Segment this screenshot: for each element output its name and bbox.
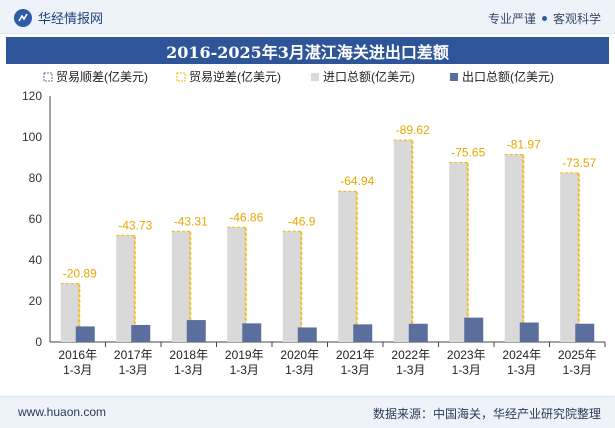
import-bar [60,283,80,342]
import-bar [560,172,580,342]
y-tick-label: 40 [29,253,43,267]
deficit-outline [393,139,414,342]
x-tick-label-period: 1-3月 [119,363,148,377]
deficit-outline [227,226,247,342]
import-bar [504,154,524,342]
chart-title: 2016-2025年3月湛江海关进出口差额 [166,42,449,62]
y-tick-label: 120 [22,89,42,103]
deficit-data-label: -46.86 [229,210,263,224]
x-tick-label-year: 2025年 [558,348,597,362]
x-tick-label-period: 1-3月 [452,363,481,377]
slogan-left: 专业严谨 [487,12,536,26]
x-tick-label-period: 1-3月 [230,363,259,377]
x-tick-label-period: 1-3月 [341,363,370,377]
x-tick-label-year: 2021年 [336,348,375,362]
legend-swatch-deficit [176,72,186,82]
legend-label-deficit: 贸易逆差(亿美元) [189,69,281,84]
deficit-outline [338,190,358,342]
export-bar [464,317,484,342]
export-bar [408,323,428,342]
header-bar: 华经情报网 专业严谨 客观科学 [0,0,615,34]
deficit-outline [449,162,469,342]
import-bar [449,162,469,342]
y-tick-label: 100 [22,130,42,144]
deficit-data-label: -73.57 [562,156,596,170]
x-tick-label-period: 1-3月 [396,363,425,377]
y-tick-label: 20 [29,294,43,308]
slogan-right: 客观科学 [552,12,601,26]
slogan-dot-icon [541,16,547,21]
footer-website[interactable]: www.huaon.com [18,405,107,419]
deficit-outline [116,234,136,342]
import-bar [338,191,358,342]
export-bar [242,323,262,342]
legend-label-export: 出口总额(亿美元) [462,69,554,84]
footer-source: 数据来源：中国海关，华经产业研究院整理 [372,407,601,421]
deficit-outline [560,172,580,342]
deficit-data-label: -64.94 [340,174,374,188]
x-tick-label-year: 2018年 [169,348,208,362]
x-tick-label-period: 1-3月 [507,363,536,377]
deficit-data-label: -43.73 [118,218,152,232]
legend-swatch-export [450,73,458,81]
import-bar [171,231,191,342]
y-tick-label: 60 [29,212,43,226]
x-tick-label-period: 1-3月 [63,363,92,377]
footer-bar: www.huaon.com 数据来源：中国海关，华经产业研究院整理 [0,396,615,428]
brand[interactable]: 华经情报网 [14,8,103,27]
export-bar [353,324,373,342]
import-bar [282,231,302,342]
export-bar [575,323,595,342]
logo-icon [14,8,32,27]
deficit-outline [171,230,192,342]
legend-label-import: 进口总额(亿美元) [323,69,415,84]
x-tick-label-year: 2019年 [225,348,264,362]
y-tick-label: 0 [35,335,42,349]
import-bar [227,227,247,342]
x-tick-label-year: 2017年 [114,348,153,362]
deficit-data-label: -43.31 [174,214,208,228]
title-bar: 2016-2025年3月湛江海关进出口差额 [6,37,609,64]
deficit-data-label: -89.62 [396,123,430,137]
export-bar [297,327,317,342]
deficit-outline [282,230,303,342]
deficit-data-label: -81.97 [507,137,541,151]
trade-balance-chart: 020406080100120-20.892016年1-3月-43.732017… [22,69,606,377]
x-tick-label-year: 2023年 [447,348,486,362]
deficit-data-label: -20.89 [63,267,97,281]
deficit-outline [60,283,81,342]
export-bar [186,320,206,342]
x-tick-label-period: 1-3月 [285,363,314,377]
import-bar [393,140,413,342]
slogan: 专业严谨 客观科学 [488,10,601,27]
deficit-outline [504,153,525,342]
x-tick-label-period: 1-3月 [174,363,203,377]
x-tick-label-year: 2020年 [280,348,319,362]
y-tick-label: 80 [29,171,43,185]
import-bar [116,235,136,342]
legend-swatch-import [311,73,319,81]
legend-label-surplus: 贸易顺差(亿美元) [56,69,148,84]
brand-name: 华经情报网 [38,11,104,26]
x-tick-label-period: 1-3月 [563,363,592,377]
deficit-data-label: -75.65 [451,146,485,160]
x-tick-label-year: 2022年 [391,348,430,362]
deficit-data-label: -46.9 [288,214,316,228]
export-bar [519,322,539,342]
x-tick-label-year: 2024年 [502,348,541,362]
export-bar [131,324,151,342]
x-tick-label-year: 2016年 [58,348,97,362]
export-bar [75,326,95,342]
legend-swatch-surplus [43,72,53,82]
